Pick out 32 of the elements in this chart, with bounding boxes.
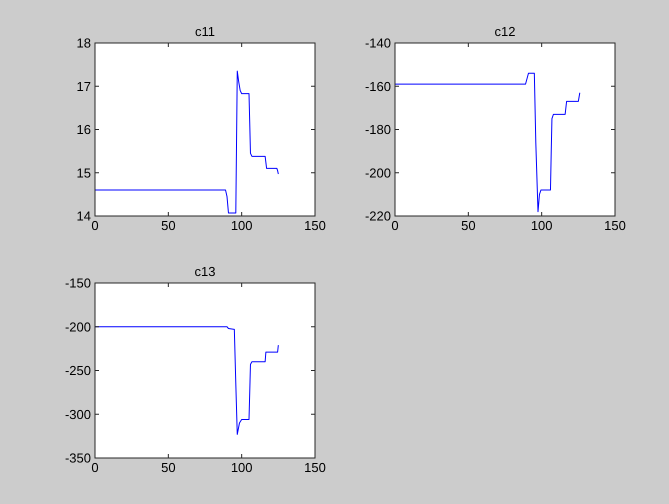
x-tick-label: 0 bbox=[391, 218, 399, 233]
y-tick-label: -220 bbox=[364, 208, 391, 224]
chart-title: c12 bbox=[494, 24, 516, 39]
x-tick-label: 150 bbox=[304, 460, 326, 475]
x-tick-label: 150 bbox=[604, 218, 626, 233]
x-tick-label: 150 bbox=[304, 218, 326, 233]
y-tick-label: -200 bbox=[64, 319, 91, 334]
y-tick-label: -160 bbox=[364, 78, 391, 94]
y-tick-label: -150 bbox=[64, 276, 91, 291]
chart-title: c11 bbox=[195, 24, 215, 39]
y-tick-label: -200 bbox=[364, 165, 391, 180]
x-tick-label: 100 bbox=[530, 218, 553, 233]
x-tick-label: 50 bbox=[161, 218, 176, 233]
y-tick-label: -140 bbox=[364, 36, 391, 51]
y-tick-label: 17 bbox=[76, 78, 91, 94]
y-tick-label: 18 bbox=[76, 36, 91, 51]
line-series bbox=[94, 70, 279, 214]
y-tick-label: -180 bbox=[364, 122, 391, 138]
x-tick-label: 100 bbox=[230, 460, 253, 475]
y-tick-label: 16 bbox=[76, 122, 91, 138]
x-tick-label: 50 bbox=[461, 218, 476, 233]
y-tick-label: -250 bbox=[64, 363, 91, 378]
y-tick-label: 14 bbox=[76, 208, 91, 224]
y-tick-label: 15 bbox=[76, 165, 91, 180]
line-series bbox=[394, 72, 580, 212]
x-tick-label: 50 bbox=[161, 460, 176, 475]
x-tick-label: 0 bbox=[91, 460, 99, 475]
y-tick-label: -350 bbox=[64, 450, 91, 466]
x-tick-label: 0 bbox=[91, 218, 99, 233]
y-tick-label: -300 bbox=[64, 406, 91, 422]
chart-title: c13 bbox=[194, 264, 216, 279]
x-tick-label: 100 bbox=[230, 218, 253, 233]
